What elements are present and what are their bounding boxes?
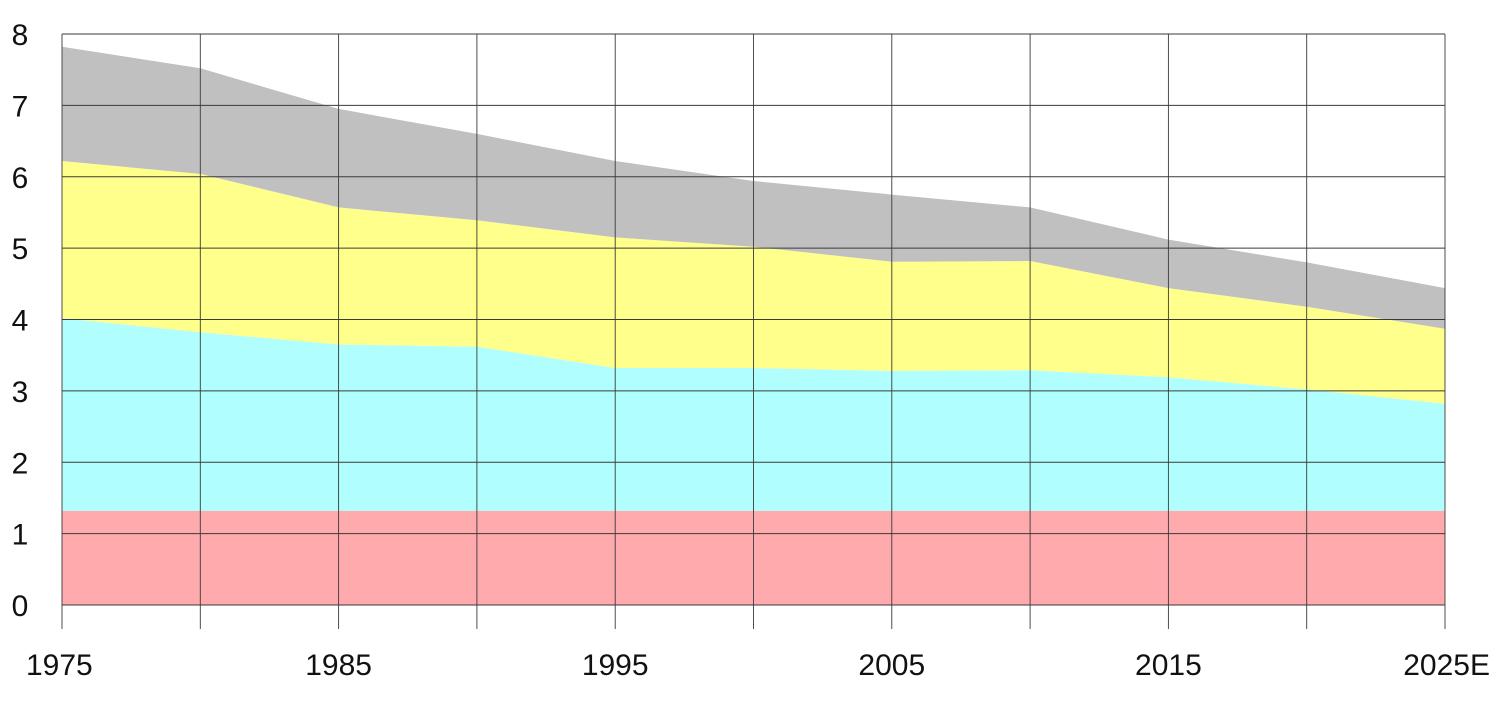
- y-tick-label: 3: [12, 376, 29, 409]
- x-tick-label: 1985: [305, 649, 372, 682]
- y-tick-label: 1: [12, 519, 29, 552]
- x-tick-label: 2005: [858, 649, 925, 682]
- y-tick-label: 7: [12, 90, 29, 123]
- y-tick-label: 0: [12, 590, 29, 623]
- y-tick-label: 4: [12, 305, 29, 338]
- y-tick-label: 2: [12, 447, 29, 480]
- y-tick-label: 8: [12, 19, 29, 52]
- tick-label-layer: 0 1 2 3 4 5 6 7 8 1975 1985 1995 2005 2015 2025E: [12, 19, 1490, 682]
- x-tick-label: 1995: [582, 649, 649, 682]
- x-tick-label: 1975: [26, 649, 93, 682]
- grid-layer: [61, 33, 1446, 629]
- x-tick-label: 2015: [1135, 649, 1202, 682]
- y-tick-label: 6: [12, 162, 29, 195]
- x-tick-label: 2025E: [1403, 649, 1490, 682]
- y-tick-label: 5: [12, 233, 29, 266]
